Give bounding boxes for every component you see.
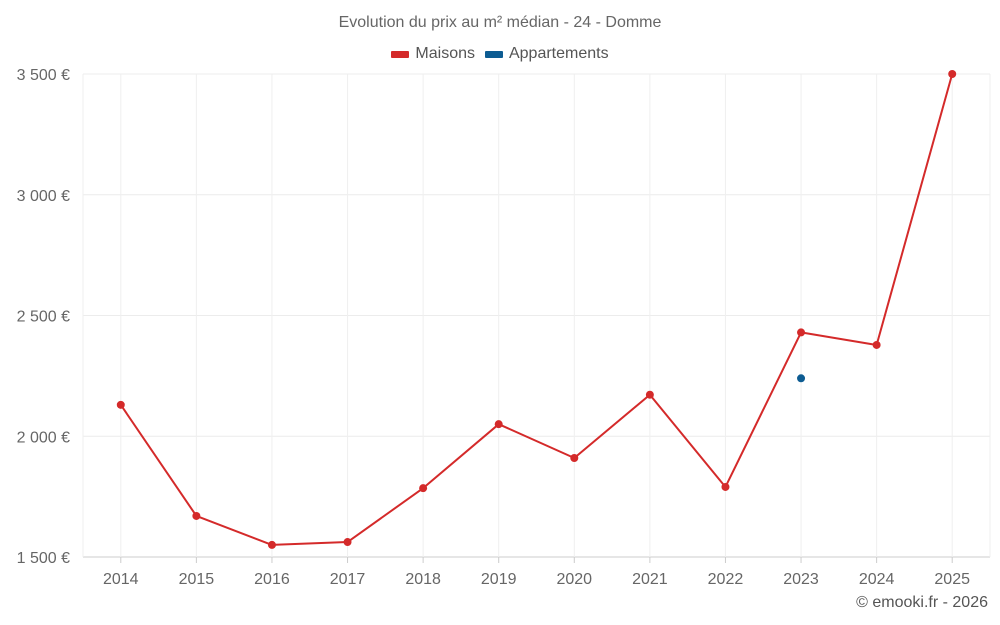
x-tick-label: 2019 xyxy=(481,571,517,588)
chart-title: Evolution du prix au m² médian - 24 - Do… xyxy=(338,14,662,31)
data-point-maisons xyxy=(343,538,352,547)
copyright-text: © emooki.fr - 2026 xyxy=(856,594,988,611)
x-tick-label: 2016 xyxy=(254,571,290,588)
data-point-maisons xyxy=(721,482,730,491)
legend-label-appartements: Appartements xyxy=(508,45,609,62)
data-point-maisons xyxy=(948,70,957,78)
legend-item-appartements[interactable]: Appartements xyxy=(484,45,609,63)
x-tick-label: 2020 xyxy=(556,571,592,588)
x-tick-label: 2017 xyxy=(330,571,366,588)
data-point-maisons xyxy=(116,400,125,409)
series-line-maisons xyxy=(119,73,954,546)
data-point-maisons xyxy=(570,453,579,462)
legend-item-maisons[interactable]: Maisons xyxy=(391,45,475,63)
y-tick-label: 2 000 € xyxy=(17,429,70,446)
data-point-maisons xyxy=(419,484,428,493)
data-point-maisons xyxy=(797,328,806,337)
x-tick-label: 2015 xyxy=(179,571,215,588)
x-tick-label: 2021 xyxy=(632,571,668,588)
data-point-maisons xyxy=(872,340,881,349)
x-tick-label: 2024 xyxy=(859,571,895,588)
data-point-maisons xyxy=(267,540,276,549)
legend-label-maisons: Maisons xyxy=(415,45,475,62)
y-tick-label: 3 500 € xyxy=(17,67,70,84)
legend: Maisons Appartements xyxy=(0,45,1000,63)
x-tick-label: 2022 xyxy=(708,571,744,588)
y-tick-label: 2 500 € xyxy=(17,309,70,326)
x-tick-label: 2018 xyxy=(405,571,441,588)
legend-swatch-appartements xyxy=(484,50,503,58)
x-tick-label: 2023 xyxy=(783,571,819,588)
y-tick-label: 1 500 € xyxy=(17,550,70,567)
x-tick-label: 2014 xyxy=(103,571,139,588)
y-tick-label: 3 000 € xyxy=(17,188,70,205)
data-point-maisons xyxy=(494,420,503,429)
legend-swatch-maisons xyxy=(391,50,410,58)
x-tick-label: 2025 xyxy=(934,571,970,588)
data-point-maisons xyxy=(192,511,201,520)
data-point-maisons xyxy=(645,390,654,399)
data-point-appartements xyxy=(797,374,806,383)
